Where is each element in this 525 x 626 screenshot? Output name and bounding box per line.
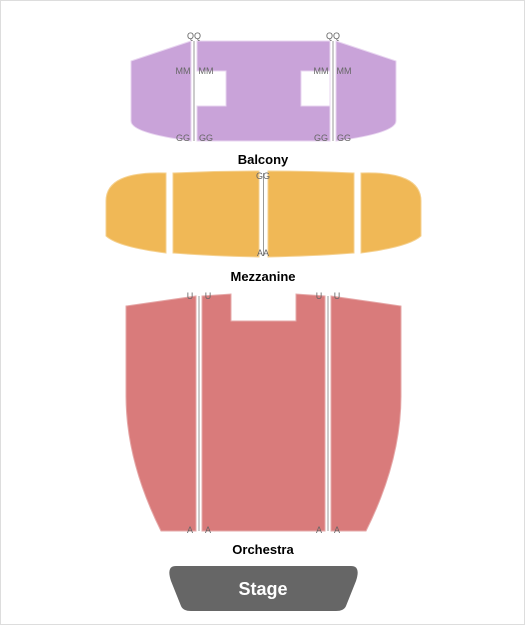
row-label: MM <box>337 66 352 76</box>
row-label: GG <box>199 133 213 143</box>
mezzanine-center-left[interactable] <box>173 171 259 257</box>
row-label: MM <box>199 66 214 76</box>
row-label: A <box>316 525 322 535</box>
orchestra-right[interactable] <box>331 296 401 531</box>
mezzanine-left[interactable] <box>106 173 166 253</box>
row-label: U <box>205 291 212 301</box>
seating-chart: QQ QQ MM MM MM MM GG GG GG GG Balcony GG… <box>1 1 525 626</box>
balcony-right[interactable] <box>336 41 396 141</box>
stage-section: Stage <box>169 566 357 611</box>
orchestra-left[interactable] <box>126 296 196 531</box>
row-label: QQ <box>326 31 340 41</box>
orchestra-label: Orchestra <box>232 542 294 557</box>
row-label: AA <box>257 248 269 258</box>
row-label: GG <box>337 133 351 143</box>
row-label: A <box>205 525 211 535</box>
stage-label: Stage <box>238 579 287 599</box>
row-label: QQ <box>187 31 201 41</box>
row-label: A <box>187 525 193 535</box>
orchestra-section: U U U U A A A A <box>126 291 401 535</box>
mezzanine-center-right[interactable] <box>268 171 354 257</box>
orchestra-center[interactable] <box>202 294 325 531</box>
mezzanine-label: Mezzanine <box>230 269 295 284</box>
balcony-center[interactable] <box>197 41 330 141</box>
row-label: U <box>187 291 194 301</box>
mezzanine-right[interactable] <box>361 173 421 253</box>
row-label: GG <box>176 133 190 143</box>
row-label: MM <box>176 66 191 76</box>
row-label: GG <box>256 171 270 181</box>
mezzanine-section: GG AA <box>106 171 421 258</box>
balcony-left[interactable] <box>131 41 191 141</box>
balcony-label: Balcony <box>238 152 289 167</box>
row-label: U <box>316 291 323 301</box>
row-label: U <box>334 291 341 301</box>
row-label: GG <box>314 133 328 143</box>
row-label: MM <box>314 66 329 76</box>
balcony-section: QQ QQ MM MM MM MM GG GG GG GG <box>131 31 396 143</box>
row-label: A <box>334 525 340 535</box>
